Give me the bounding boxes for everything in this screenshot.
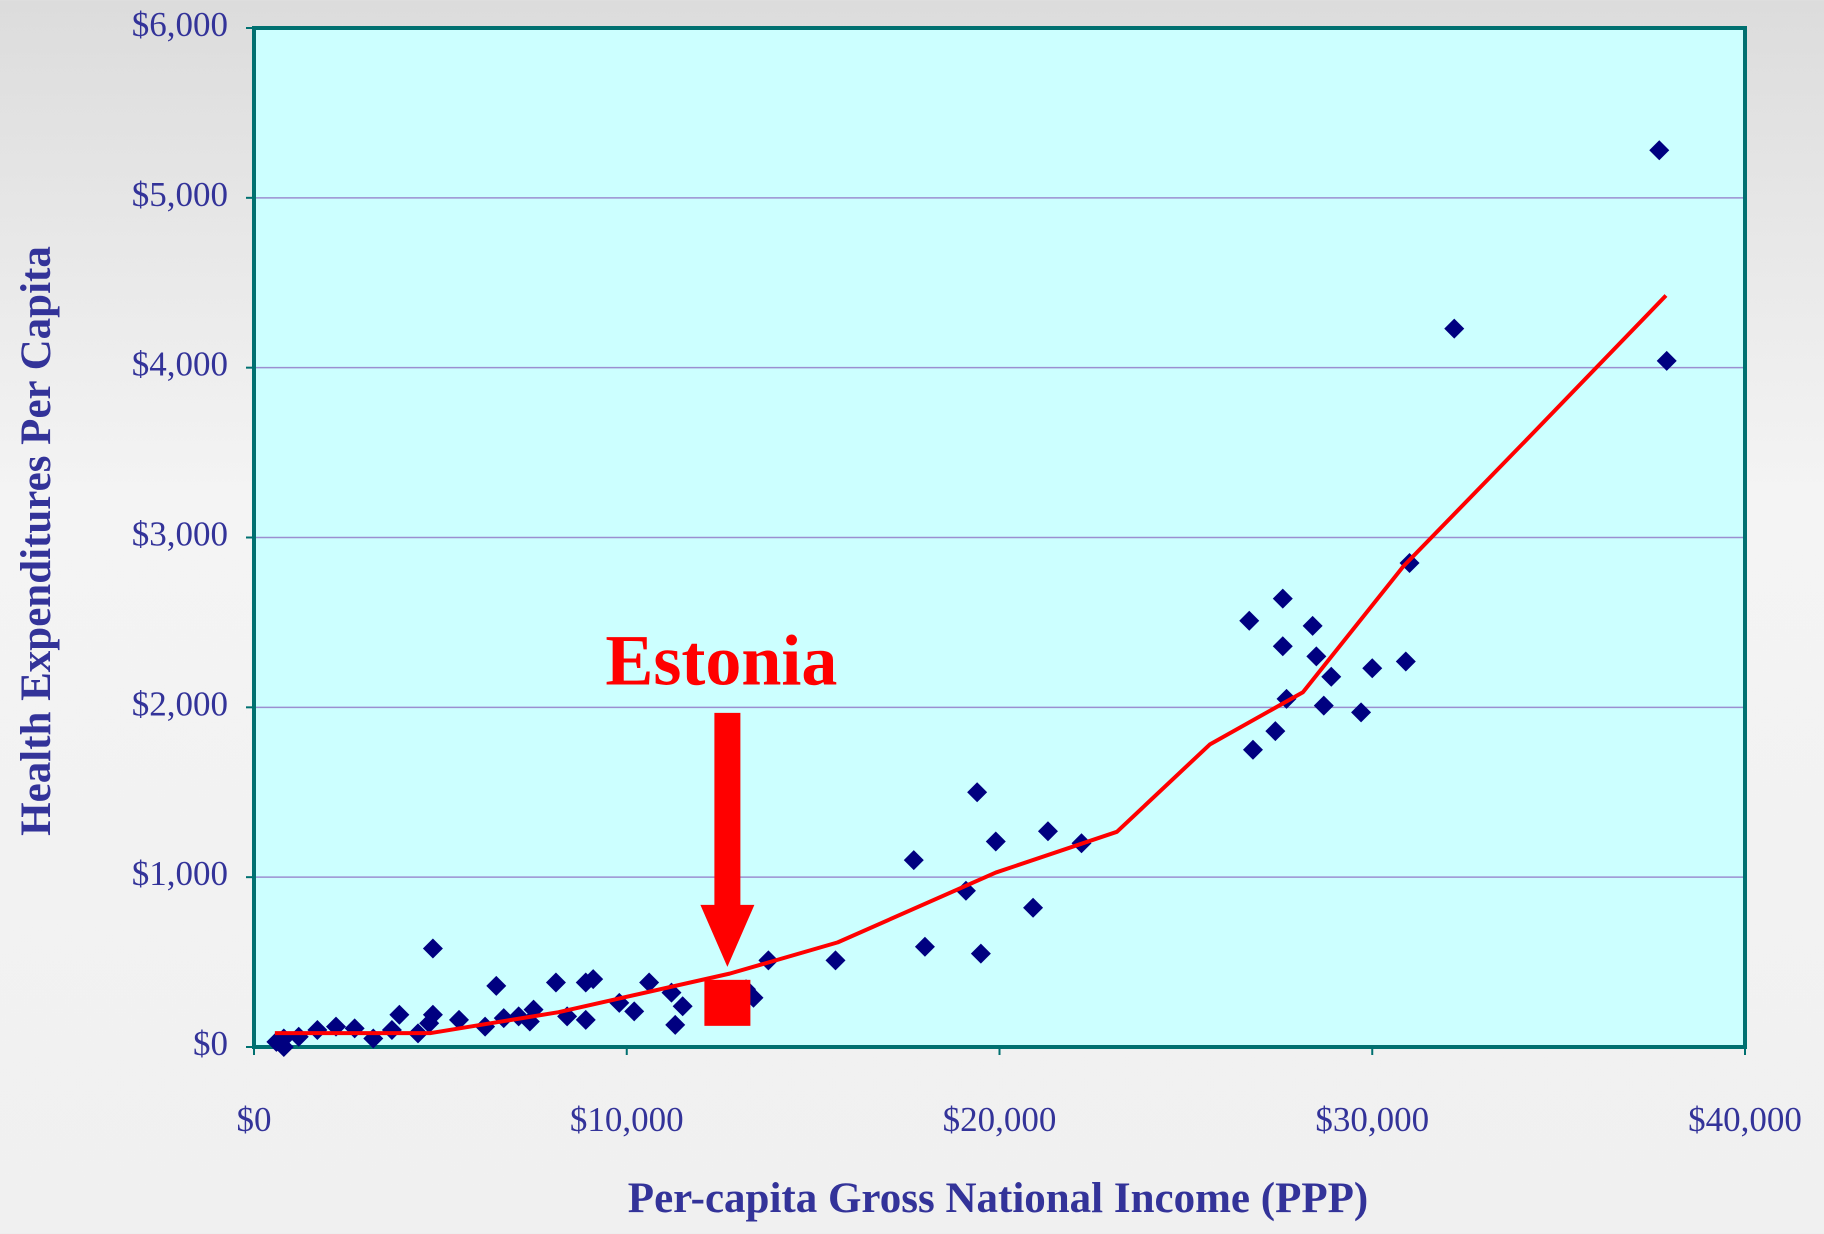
data-point	[389, 1004, 410, 1025]
data-point	[639, 972, 660, 993]
data-point	[575, 1009, 596, 1030]
x-tick-label: $20,000	[943, 1100, 1057, 1139]
data-point	[422, 938, 443, 959]
data-point	[419, 1013, 440, 1034]
y-tick-label: $4,000	[132, 345, 228, 384]
data-point	[1037, 821, 1058, 842]
data-point	[273, 1037, 294, 1057]
x-tick-label: $10,000	[570, 1100, 684, 1139]
data-point	[545, 972, 566, 993]
data-point	[1265, 721, 1286, 742]
data-point	[575, 972, 596, 993]
y-tick-label: $1,000	[132, 854, 228, 893]
data-point	[914, 936, 935, 957]
y-tick-label: $3,000	[132, 515, 228, 554]
annotation-label: Estonia	[605, 620, 837, 700]
data-point	[1313, 695, 1334, 716]
data-point	[672, 996, 693, 1017]
data-point	[449, 1009, 470, 1030]
data-point	[955, 880, 976, 901]
x-tick-label: $40,000	[1688, 1100, 1802, 1139]
data-point	[985, 831, 1006, 852]
annotation-arrow	[700, 712, 755, 967]
data-point	[1444, 318, 1465, 339]
data-point	[1272, 636, 1293, 657]
data-point	[1395, 651, 1416, 672]
trendline	[274, 294, 1668, 1036]
y-axis-title: Health Expenditures Per Capita	[13, 246, 60, 836]
y-tick-label: $2,000	[132, 684, 228, 723]
highlight-point	[704, 979, 751, 1026]
data-point	[903, 850, 924, 871]
y-tick-label: $5,000	[132, 175, 228, 214]
data-point	[624, 1001, 645, 1022]
y-tick-label: $0	[193, 1024, 228, 1063]
data-point	[1272, 588, 1293, 609]
data-point	[486, 975, 507, 996]
data-point	[1239, 610, 1260, 631]
data-point	[1023, 897, 1044, 918]
data-point	[1362, 658, 1383, 679]
data-point	[1656, 350, 1677, 371]
data-point	[508, 1006, 529, 1027]
data-point	[1302, 615, 1323, 636]
data-point	[1321, 666, 1342, 687]
data-point	[1649, 140, 1670, 161]
plot-border	[252, 26, 1747, 1049]
data-point	[967, 782, 988, 803]
x-tick-label: $30,000	[1315, 1100, 1429, 1139]
y-tick-label: $6,000	[132, 5, 228, 44]
data-point	[1306, 646, 1327, 667]
data-point	[1242, 739, 1263, 760]
x-tick-label: $0	[237, 1100, 272, 1139]
x-axis-title: Per-capita Gross National Income (PPP)	[628, 1175, 1368, 1222]
data-point	[825, 950, 846, 971]
data-point	[970, 943, 991, 964]
data-point	[1351, 702, 1372, 723]
data-point	[665, 1014, 686, 1035]
